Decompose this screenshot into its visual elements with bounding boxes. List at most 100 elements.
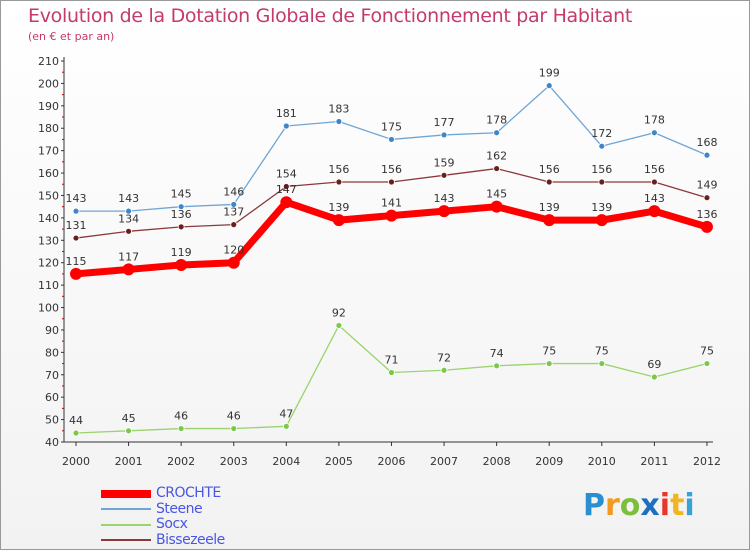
data-label-socx-2010: 75 [595,345,609,358]
data-label-crochte-2003: 120 [223,244,244,257]
point-socx-2005 [335,322,343,329]
x-tick-label-2005: 2005 [325,455,353,468]
point-socx-2003 [230,425,238,432]
data-label-bissezeele-2005: 156 [328,163,349,176]
point-socx-2011 [650,373,658,381]
point-socx-2008 [493,362,501,370]
point-socx-2002 [177,425,185,432]
y-tick-label-210: 210 [38,55,59,68]
point-bissezeele-2002 [177,223,185,231]
x-tick-label-2000: 2000 [62,455,90,468]
point-steene-2008 [493,129,501,137]
data-label-steene-2006: 175 [381,120,402,133]
data-label-bissezeele-2000: 131 [66,219,87,232]
data-label-steene-2004: 181 [276,107,297,120]
point-socx-2007 [440,366,448,374]
y-tick-label-130: 130 [38,234,59,247]
legend-item-socx[interactable]: Socx [101,517,301,533]
logo-letter: x [640,488,660,523]
data-label-bissezeele-2010: 156 [591,163,612,176]
legend-item-bissezeele[interactable]: Bissezeele [101,531,301,549]
data-label-bissezeele-2009: 156 [539,163,560,176]
legend-swatch-bissezeele [101,539,151,542]
data-label-steene-2000: 143 [66,192,87,205]
legend-label-steene: Steene [156,500,203,517]
legend-swatch-socx [101,523,151,526]
data-label-steene-2001: 143 [118,192,139,205]
point-socx-2001 [125,427,132,435]
data-label-bissezeele-2011: 156 [644,163,665,176]
legend-item-crochte[interactable]: CROCHTE [101,486,301,502]
y-tick-label-90: 90 [45,324,59,337]
logo-letter: o [619,488,641,523]
proxiti-logo[interactable]: Proxiti [583,488,695,523]
data-label-socx-2001: 45 [122,412,136,425]
legend: CROCHTE Steene Socx Bissezeele [101,486,301,548]
chart-title: Evolution de la Dotation Globale de Fonc… [28,5,633,27]
data-label-steene-2003: 146 [223,185,244,198]
point-bissezeele-2011 [650,178,658,186]
point-crochte-2002 [175,258,188,271]
data-label-crochte-2008: 145 [486,188,507,201]
legend-label-socx: Socx [156,516,188,532]
data-label-bissezeele-2007: 159 [434,156,455,169]
x-tick-label-2010: 2010 [588,455,616,468]
point-steene-2006 [388,136,395,143]
point-crochte-2003 [227,256,240,269]
data-label-steene-2009: 199 [539,67,560,80]
data-label-socx-2008: 74 [490,347,504,360]
y-tick-label-140: 140 [38,212,59,225]
data-label-crochte-2009: 139 [539,201,560,214]
x-tick-label-2006: 2006 [377,455,405,468]
data-label-crochte-2002: 119 [171,246,192,259]
data-label-crochte-2007: 143 [434,192,455,205]
y-tick-label-160: 160 [38,167,59,180]
point-crochte-2010 [595,214,608,227]
legend-item-steene[interactable]: Steene [101,500,301,518]
point-crochte-2012 [700,220,713,233]
point-socx-2012 [703,360,711,367]
x-tick-label-2003: 2003 [220,455,248,468]
x-tick-label-2001: 2001 [115,455,143,468]
series-line-socx [75,324,708,434]
point-bissezeele-2008 [493,165,501,172]
point-steene-2000 [72,207,80,215]
data-label-bissezeele-2001: 134 [118,212,139,225]
data-label-bissezeele-2002: 136 [171,208,192,221]
data-label-bissezeele-2008: 162 [486,150,507,163]
point-steene-2003 [230,201,238,208]
point-bissezeele-2009 [545,178,553,186]
x-tick-label-2007: 2007 [430,455,458,468]
point-crochte-2006 [385,209,398,222]
chart-subtitle: (en € et par an) [28,30,115,43]
point-crochte-2011 [648,205,661,218]
y-tick-label-100: 100 [38,302,59,315]
logo-letter: i [684,488,695,523]
data-label-bissezeele-2003: 137 [223,206,244,219]
y-tick-label-150: 150 [38,189,59,202]
point-socx-2010 [598,360,606,367]
data-label-crochte-2010: 139 [591,201,612,214]
point-bissezeele-2005 [335,178,343,186]
legend-label-crochte: CROCHTE [156,485,221,501]
data-label-socx-2005: 92 [332,306,346,319]
point-bissezeele-2007 [440,171,448,179]
logo-letter: P [583,488,605,523]
data-label-crochte-2001: 117 [118,250,139,263]
y-tick-label-80: 80 [45,346,59,359]
y-tick-label-190: 190 [38,100,59,113]
data-label-socx-2004: 47 [279,407,293,420]
data-label-steene-2002: 145 [171,188,192,201]
data-label-steene-2005: 183 [328,103,349,116]
data-label-bissezeele-2012: 149 [696,179,717,192]
data-label-steene-2007: 177 [434,116,455,129]
point-bissezeele-2001 [125,227,132,235]
x-tick-label-2009: 2009 [535,455,563,468]
data-label-socx-2006: 71 [384,354,398,367]
data-label-socx-2011: 69 [647,358,661,371]
point-socx-2009 [545,360,553,367]
data-label-bissezeele-2006: 156 [381,163,402,176]
legend-label-bissezeele: Bissezeele [156,531,225,548]
data-label-crochte-2011: 143 [644,192,665,205]
